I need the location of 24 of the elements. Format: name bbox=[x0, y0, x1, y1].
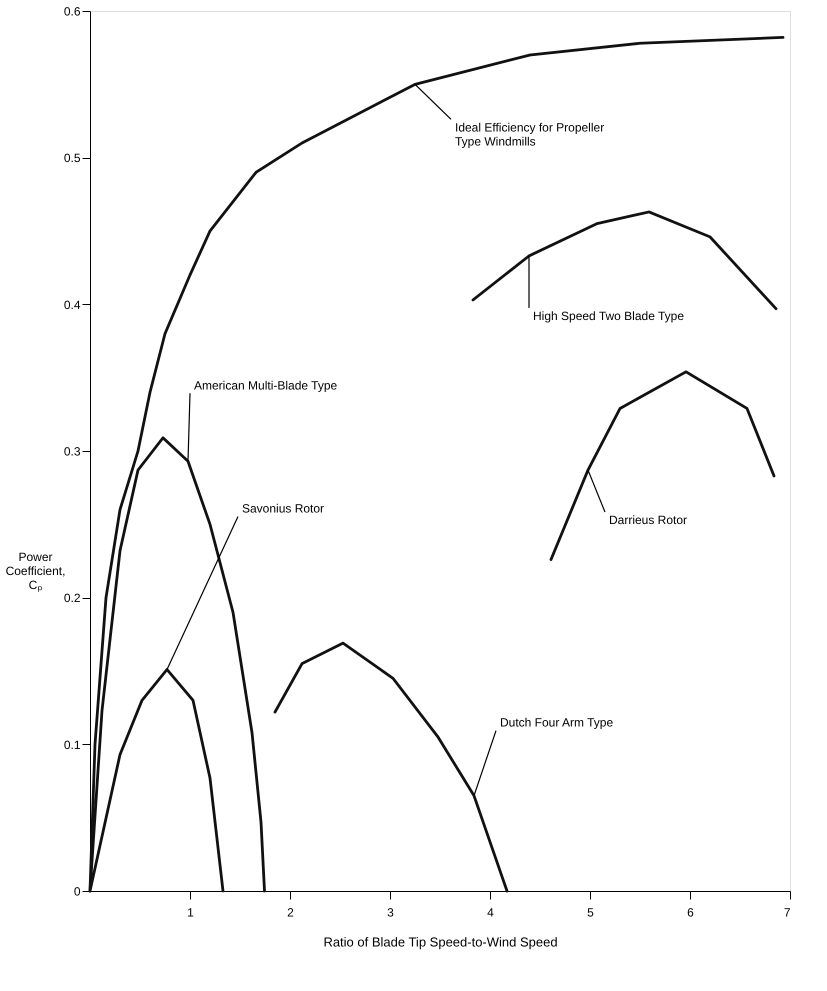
x-tick-label: 1 bbox=[187, 906, 194, 920]
annotation: Savonius Rotor bbox=[242, 502, 324, 516]
y-tick-label: 0.6 bbox=[64, 4, 81, 18]
x-axis-title: Ratio of Blade Tip Speed-to-Wind Speed bbox=[323, 934, 558, 950]
annotation: High Speed Two Blade Type bbox=[533, 308, 684, 323]
x-tick-label: 7 bbox=[784, 906, 791, 920]
y-axis-title: Power Coefficient, Cₚ bbox=[6, 550, 66, 592]
y-tick-label: 0 bbox=[74, 884, 81, 898]
annotation: Darrieus Rotor bbox=[609, 513, 688, 528]
x-tick-label: 2 bbox=[287, 906, 294, 920]
line-series bbox=[550, 370, 776, 561]
y-tick-label: 0.3 bbox=[64, 444, 81, 458]
x-tick-label: 6 bbox=[687, 906, 694, 920]
x-tick-label: 5 bbox=[587, 906, 594, 920]
y-tick-label: 0.2 bbox=[64, 591, 81, 606]
annotation: Ideal Efficiency for Propeller Type Windmills bbox=[455, 120, 604, 148]
x-tick-label: 3 bbox=[387, 906, 394, 920]
annotation: Dutch Four Arm Type bbox=[500, 716, 614, 730]
annotation: American Multi-Blade Type bbox=[194, 378, 338, 392]
y-tick-label: 0.5 bbox=[64, 151, 81, 166]
x-tick-label: 4 bbox=[487, 906, 494, 920]
line-series bbox=[472, 210, 778, 310]
y-tick-label: 0.1 bbox=[64, 738, 81, 752]
y-tick-label: 0.4 bbox=[64, 298, 81, 312]
